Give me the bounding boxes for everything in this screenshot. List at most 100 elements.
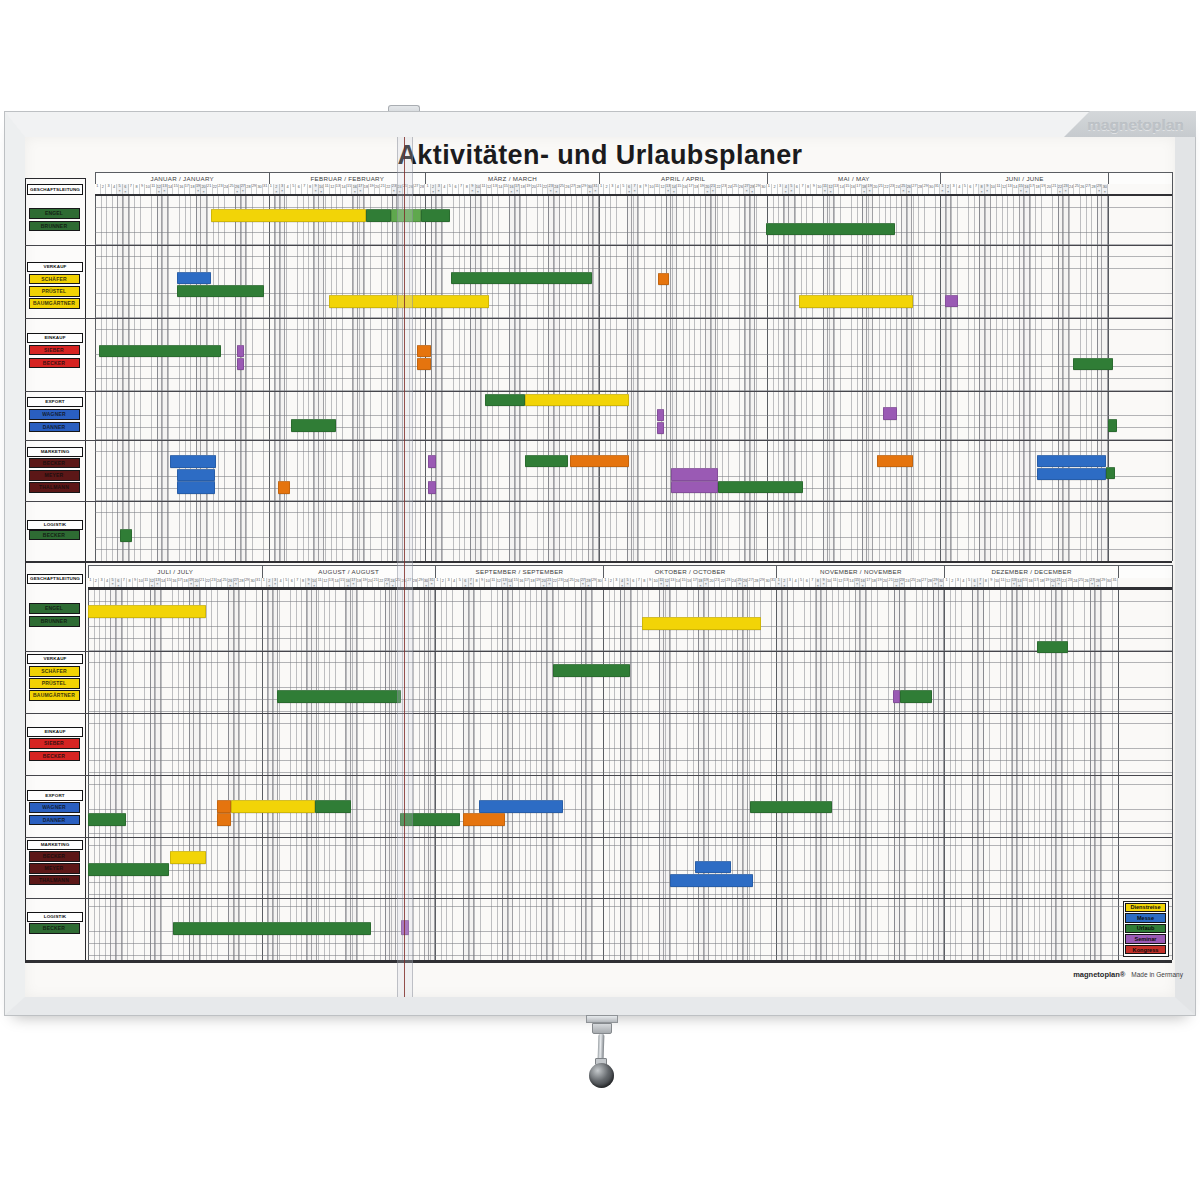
activity-magnet[interactable] (428, 481, 436, 494)
sidebar-group-header[interactable]: VERKAUF (27, 654, 83, 665)
activity-magnet[interactable] (177, 272, 211, 285)
activity-magnet[interactable] (1037, 455, 1106, 467)
person-label[interactable]: SCHÄFER (29, 666, 80, 677)
sidebar-group-header[interactable]: LOGISTIK (27, 520, 83, 531)
person-label[interactable]: DANNER (29, 422, 80, 433)
activity-magnet[interactable] (658, 273, 669, 286)
person-label[interactable]: PRÜSTEL (29, 286, 80, 297)
sidebar-group-header[interactable]: MARKETING (27, 840, 83, 851)
legend-item[interactable]: Kongress (1125, 945, 1166, 955)
activity-magnet[interactable] (799, 295, 913, 308)
activity-magnet[interactable] (945, 295, 958, 307)
person-label[interactable]: THALMANN (29, 875, 80, 886)
activity-magnet[interactable] (766, 223, 895, 235)
activity-magnet[interactable] (211, 209, 366, 222)
legend-item[interactable]: Messe (1125, 913, 1166, 923)
activity-magnet[interactable] (750, 801, 832, 813)
activity-magnet[interactable] (1106, 467, 1115, 479)
legend-item[interactable]: Seminar (1125, 934, 1166, 944)
activity-magnet[interactable] (237, 358, 244, 371)
activity-magnet[interactable] (657, 422, 664, 435)
activity-magnet[interactable] (170, 851, 206, 864)
sidebar-group-header[interactable]: LOGISTIK (27, 912, 83, 923)
activity-magnet[interactable] (900, 690, 932, 703)
person-label[interactable]: THALMANN (29, 482, 80, 493)
person-label[interactable]: ENGEL (29, 603, 80, 614)
person-label[interactable]: DANNER (29, 815, 80, 826)
person-label[interactable]: MEYER (29, 470, 80, 481)
activity-magnet[interactable] (237, 345, 244, 358)
activity-magnet[interactable] (570, 455, 629, 467)
activity-magnet[interactable] (463, 813, 505, 826)
activity-magnet[interactable] (695, 861, 731, 873)
sidebar-group-header[interactable]: EINKAUF (27, 333, 83, 344)
activity-magnet[interactable] (1073, 358, 1113, 371)
sidebar-group-header[interactable]: GESCHÄFTSLEITUNG (27, 574, 83, 585)
activity-magnet[interactable] (277, 690, 401, 703)
person-label[interactable]: SIEBER (29, 345, 80, 356)
person-label[interactable]: BECKER (29, 851, 80, 862)
activity-magnet[interactable] (177, 481, 215, 494)
activity-magnet[interactable] (88, 863, 169, 876)
activity-magnet[interactable] (173, 922, 371, 935)
activity-magnet[interactable] (718, 481, 803, 493)
activity-magnet[interactable] (525, 455, 568, 467)
activity-magnet[interactable] (485, 394, 525, 407)
activity-magnet[interactable] (451, 272, 592, 285)
activity-magnet[interactable] (88, 605, 206, 618)
activity-magnet[interactable] (217, 813, 231, 826)
key-knob[interactable] (589, 1063, 614, 1088)
activity-magnet[interactable] (177, 285, 264, 298)
activity-magnet[interactable] (883, 407, 897, 420)
person-label[interactable]: WAGNER (29, 802, 80, 813)
sidebar-group-header[interactable]: EXPORT (27, 397, 83, 408)
person-label[interactable]: BECKER (29, 530, 80, 541)
activity-magnet[interactable] (217, 800, 231, 813)
sidebar-group-header[interactable]: GESCHÄFTSLEITUNG (27, 184, 83, 195)
activity-magnet[interactable] (428, 455, 436, 468)
activity-magnet[interactable] (417, 345, 431, 358)
person-label[interactable]: SCHÄFER (29, 274, 80, 285)
legend-item[interactable]: Dienstreise (1125, 903, 1166, 913)
activity-magnet[interactable] (877, 455, 913, 467)
activity-magnet[interactable] (525, 394, 629, 407)
activity-magnet[interactable] (417, 358, 431, 371)
sidebar-group-header[interactable]: EXPORT (27, 790, 83, 801)
sidebar-group-header[interactable]: EINKAUF (27, 727, 83, 738)
person-label[interactable]: BAUMGÄRTNER (29, 298, 80, 309)
person-label[interactable]: BECKER (29, 458, 80, 469)
person-label[interactable]: ENGEL (29, 208, 80, 219)
person-label[interactable]: SIEBER (29, 738, 80, 749)
activity-magnet[interactable] (671, 468, 718, 481)
person-label[interactable]: BRUNNER (29, 221, 80, 232)
activity-magnet[interactable] (657, 409, 664, 422)
activity-magnet[interactable] (278, 481, 290, 494)
activity-magnet[interactable] (893, 690, 900, 703)
person-label[interactable]: BECKER (29, 751, 80, 762)
person-label[interactable]: BAUMGÄRTNER (29, 690, 80, 701)
legend-item[interactable]: Urlaub (1125, 924, 1166, 934)
activity-magnet[interactable] (479, 800, 563, 813)
activity-magnet[interactable] (1037, 641, 1068, 653)
activity-magnet[interactable] (366, 209, 391, 222)
person-label[interactable]: MEYER (29, 863, 80, 874)
activity-magnet[interactable] (170, 455, 216, 468)
key-stem[interactable] (598, 1034, 605, 1060)
sidebar-group-header[interactable]: VERKAUF (27, 262, 83, 273)
person-label[interactable]: BECKER (29, 358, 80, 369)
activity-magnet[interactable] (315, 800, 351, 813)
activity-magnet[interactable] (421, 209, 450, 222)
activity-magnet[interactable] (88, 813, 126, 826)
activity-magnet[interactable] (99, 345, 221, 358)
person-label[interactable]: PRÜSTEL (29, 678, 80, 689)
activity-magnet[interactable] (1037, 468, 1106, 480)
activity-magnet[interactable] (291, 419, 336, 432)
sidebar-group-header[interactable]: MARKETING (27, 447, 83, 458)
person-label[interactable]: BECKER (29, 923, 80, 934)
activity-magnet[interactable] (1108, 419, 1117, 432)
activity-magnet[interactable] (671, 481, 718, 494)
activity-magnet[interactable] (670, 874, 753, 887)
activity-magnet[interactable] (553, 664, 630, 677)
activity-magnet[interactable] (177, 469, 215, 482)
activity-magnet[interactable] (231, 800, 315, 813)
